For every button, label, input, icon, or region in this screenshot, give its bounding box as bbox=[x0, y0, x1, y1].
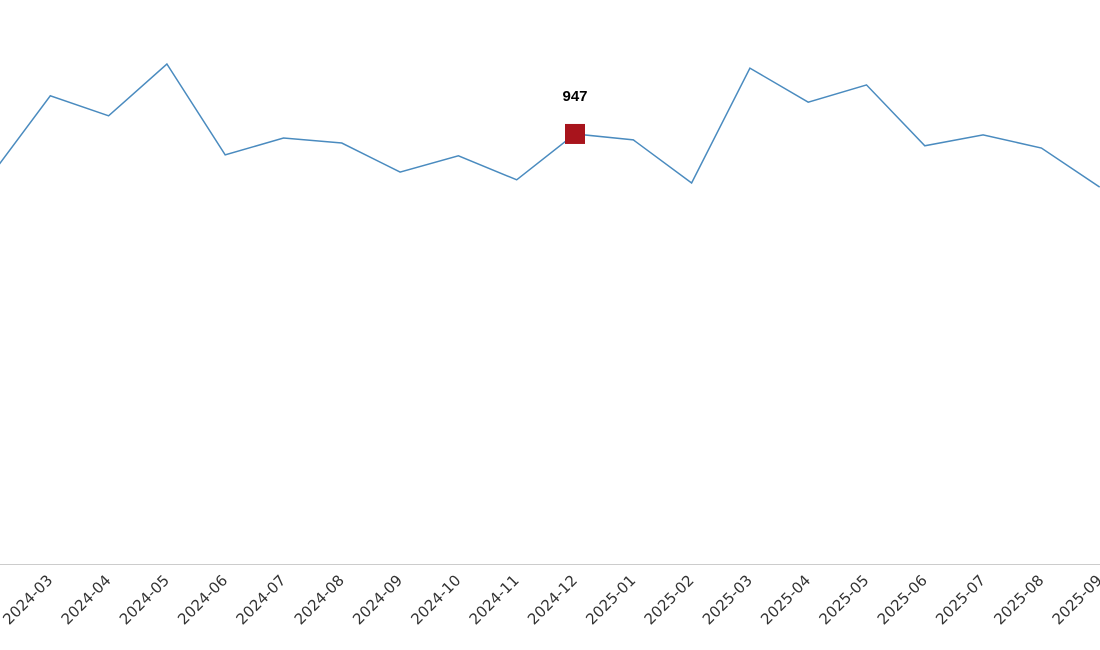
x-tick-label: 2024-11 bbox=[466, 571, 523, 628]
x-tick-label: 2025-07 bbox=[932, 571, 989, 628]
x-tick-label: 2025-03 bbox=[699, 571, 756, 628]
x-tick-label: 2024-10 bbox=[407, 571, 464, 628]
x-tick-label: 2025-04 bbox=[757, 571, 814, 628]
x-tick-label: 2025-06 bbox=[874, 571, 931, 628]
x-tick-label: 2024-12 bbox=[524, 571, 581, 628]
x-tick-label: 2025-09 bbox=[1049, 571, 1100, 628]
x-tick-label: 2024-08 bbox=[291, 571, 348, 628]
x-tick-label: 2024-09 bbox=[349, 571, 406, 628]
x-tick-label: 2024-07 bbox=[232, 571, 289, 628]
x-tick-label: 2024-04 bbox=[58, 571, 115, 628]
x-tick-label: 2025-02 bbox=[641, 571, 698, 628]
line bbox=[0, 62, 1100, 188]
x-tick-label: 2025-01 bbox=[582, 571, 639, 628]
x-tick-label: 2024-05 bbox=[116, 571, 173, 628]
x-tick-label: 2025-08 bbox=[990, 571, 1047, 628]
data-label: 947 bbox=[562, 88, 587, 105]
x-tick-label: 2025-05 bbox=[815, 571, 872, 628]
highlight-marker bbox=[565, 123, 585, 144]
x-tick-label: 2024-06 bbox=[174, 571, 231, 628]
x-tick-label: 2024-03 bbox=[0, 571, 56, 628]
